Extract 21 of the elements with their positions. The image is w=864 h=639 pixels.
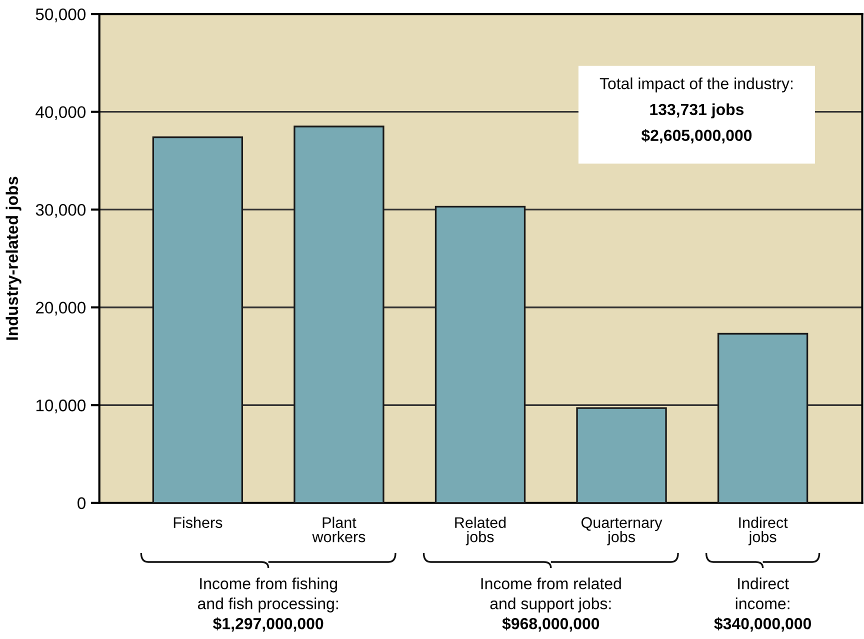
x-tick-label: Related jobs — [455, 516, 506, 546]
y-tick-label: 20,000 — [36, 302, 86, 316]
annotation: Total impact of the industry: 133,731 jobs $2,605,000,000 — [600, 77, 792, 144]
y-tick-label: 0 — [78, 497, 86, 510]
bar — [434, 206, 526, 503]
bar — [717, 332, 808, 503]
y-tick-label: 30,000 — [36, 204, 86, 218]
y-tick-label: 40,000 — [36, 106, 86, 120]
x-tick-label: Quarternary jobs — [582, 517, 662, 546]
y-tick-label: 50,000 — [36, 8, 86, 22]
y-tick-label: 10,000 — [36, 400, 86, 414]
bar — [576, 407, 667, 503]
y-axis-title: Industry-related jobs — [6, 176, 22, 340]
bar — [152, 136, 244, 503]
text: Income from related and support jobs: $968,000,000 — [481, 578, 621, 632]
x-tick-label: Fishers — [174, 516, 222, 528]
text: Income from fishing and fish processing: $1,297,000,000 — [198, 578, 338, 632]
text: Indirect income: $340,000,000 — [714, 578, 812, 632]
bar — [294, 126, 384, 503]
x-tick-label: Plant workers — [312, 516, 366, 542]
x-tick-label: Indirect jobs — [739, 516, 788, 546]
